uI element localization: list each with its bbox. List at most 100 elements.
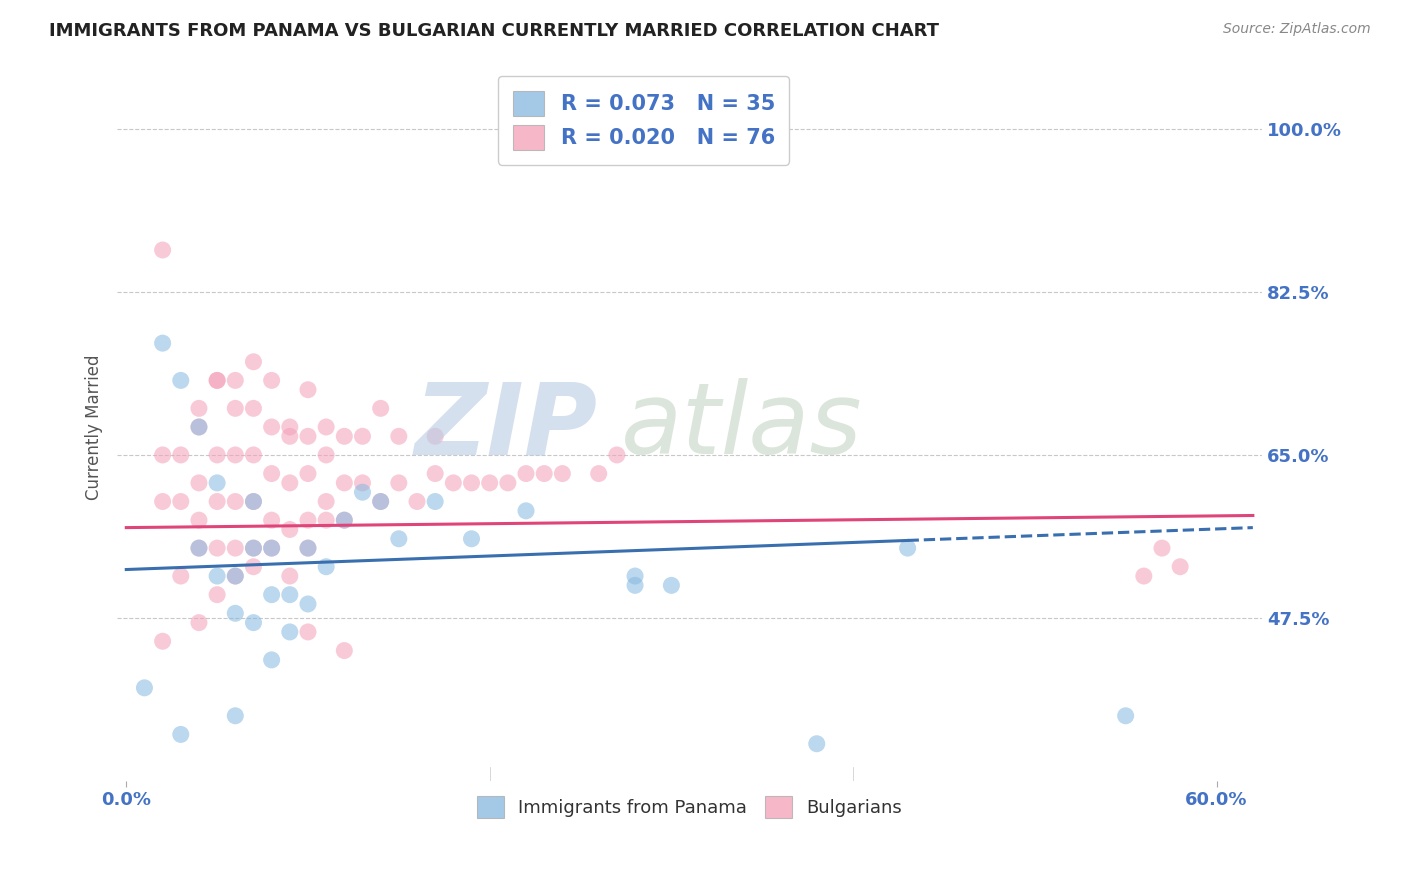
Point [370, 494, 392, 508]
Point [152, 494, 174, 508]
Point [260, 541, 283, 555]
Point [278, 569, 301, 583]
Point [188, 541, 211, 555]
Point [315, 420, 337, 434]
Point [134, 681, 156, 695]
Point [205, 569, 228, 583]
Point [224, 494, 246, 508]
Point [205, 541, 228, 555]
Point [188, 541, 211, 555]
Point [515, 504, 537, 518]
Text: IMMIGRANTS FROM PANAMA VS BULGARIAN CURRENTLY MARRIED CORRELATION CHART: IMMIGRANTS FROM PANAMA VS BULGARIAN CURR… [49, 22, 939, 40]
Text: Source: ZipAtlas.com: Source: ZipAtlas.com [1223, 22, 1371, 37]
Point [224, 569, 246, 583]
Point [170, 727, 193, 741]
Point [661, 578, 683, 592]
Point [278, 475, 301, 490]
Point [224, 541, 246, 555]
Point [242, 559, 264, 574]
Point [205, 475, 228, 490]
Point [624, 578, 647, 592]
Point [388, 532, 411, 546]
Point [496, 475, 519, 490]
Point [260, 420, 283, 434]
Legend: Immigrants from Panama, Bulgarians: Immigrants from Panama, Bulgarians [470, 789, 910, 825]
Point [188, 420, 211, 434]
Point [297, 597, 319, 611]
Point [278, 523, 301, 537]
Point [242, 615, 264, 630]
Point [224, 373, 246, 387]
Point [260, 467, 283, 481]
Point [297, 383, 319, 397]
Point [297, 467, 319, 481]
Point [370, 494, 392, 508]
Point [515, 467, 537, 481]
Point [606, 448, 628, 462]
Point [260, 653, 283, 667]
Y-axis label: Currently Married: Currently Married [86, 354, 103, 500]
Point [333, 513, 356, 527]
Point [224, 448, 246, 462]
Point [388, 475, 411, 490]
Point [278, 420, 301, 434]
Point [441, 475, 464, 490]
Point [278, 588, 301, 602]
Point [188, 513, 211, 527]
Point [1115, 708, 1137, 723]
Point [260, 588, 283, 602]
Point [278, 624, 301, 639]
Point [242, 448, 264, 462]
Point [242, 401, 264, 416]
Point [425, 429, 447, 443]
Point [478, 475, 501, 490]
Point [205, 448, 228, 462]
Point [297, 429, 319, 443]
Point [315, 494, 337, 508]
Point [242, 541, 264, 555]
Point [242, 355, 264, 369]
Point [224, 607, 246, 621]
Point [533, 467, 555, 481]
Point [297, 624, 319, 639]
Point [897, 541, 920, 555]
Point [224, 401, 246, 416]
Point [297, 541, 319, 555]
Point [170, 494, 193, 508]
Point [315, 513, 337, 527]
Point [152, 634, 174, 648]
Point [333, 429, 356, 443]
Point [188, 475, 211, 490]
Point [170, 448, 193, 462]
Point [205, 373, 228, 387]
Point [352, 429, 374, 443]
Point [1150, 541, 1173, 555]
Text: ZIP: ZIP [415, 378, 598, 475]
Point [242, 541, 264, 555]
Point [460, 532, 482, 546]
Point [297, 541, 319, 555]
Point [152, 336, 174, 351]
Point [224, 708, 246, 723]
Point [624, 569, 647, 583]
Point [260, 373, 283, 387]
Point [188, 615, 211, 630]
Point [278, 429, 301, 443]
Point [1168, 559, 1191, 574]
Point [806, 737, 828, 751]
Point [1133, 569, 1156, 583]
Point [551, 467, 574, 481]
Point [242, 494, 264, 508]
Point [297, 513, 319, 527]
Point [205, 494, 228, 508]
Point [260, 513, 283, 527]
Point [188, 420, 211, 434]
Point [425, 467, 447, 481]
Point [333, 643, 356, 657]
Point [588, 467, 610, 481]
Point [260, 541, 283, 555]
Point [170, 569, 193, 583]
Point [333, 513, 356, 527]
Point [460, 475, 482, 490]
Point [205, 588, 228, 602]
